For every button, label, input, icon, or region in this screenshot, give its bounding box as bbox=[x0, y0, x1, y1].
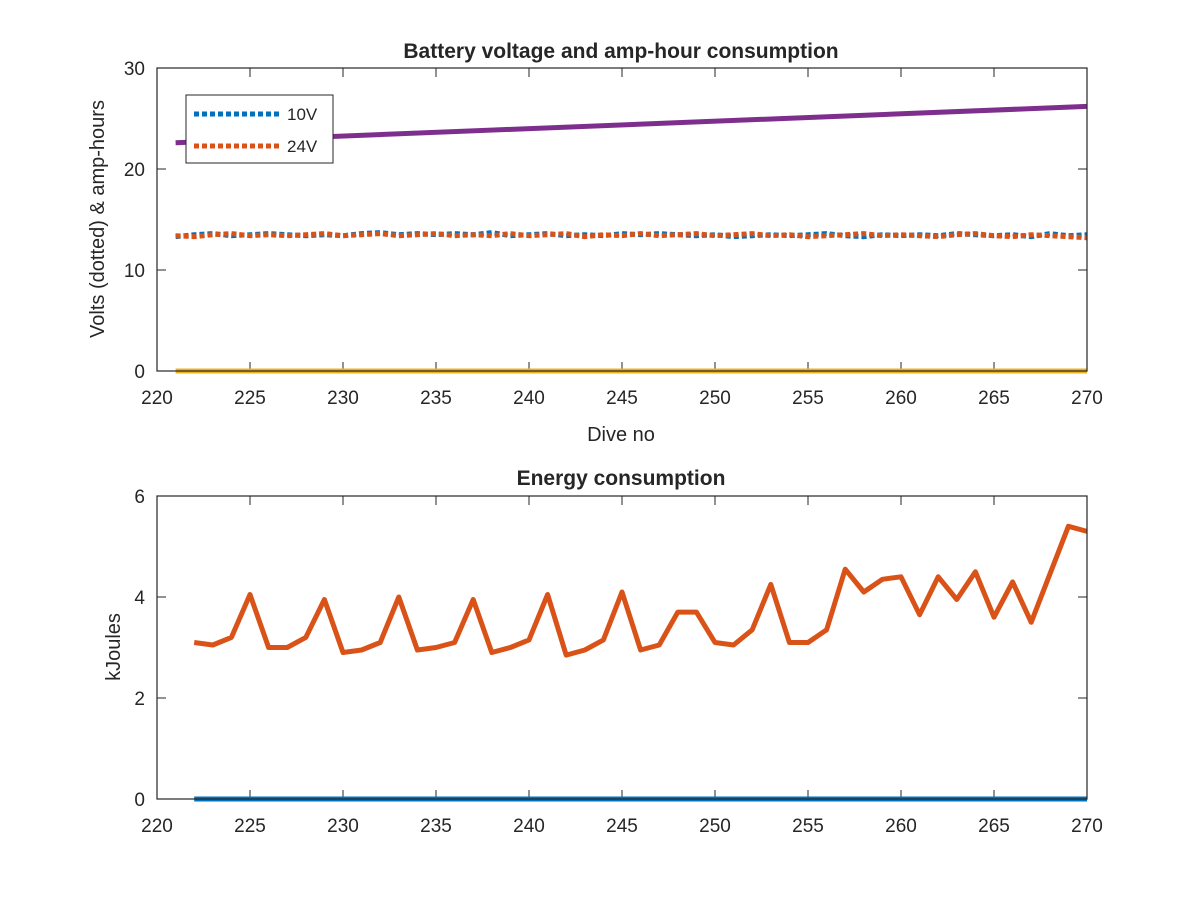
x-tick-label: 270 bbox=[1071, 816, 1103, 837]
x-tick-label: 245 bbox=[606, 816, 638, 837]
x-tick-label: 220 bbox=[141, 388, 173, 409]
voltage-chart-xlabel: Dive no bbox=[587, 424, 655, 446]
x-tick-label: 250 bbox=[699, 388, 731, 409]
x-tick-label: 255 bbox=[792, 816, 824, 837]
x-tick-label: 260 bbox=[885, 816, 917, 837]
x-tick-label: 225 bbox=[234, 388, 266, 409]
x-tick-label: 230 bbox=[327, 816, 359, 837]
y-tick-label: 0 bbox=[134, 362, 145, 383]
x-tick-label: 270 bbox=[1071, 388, 1103, 409]
y-tick-label: 20 bbox=[124, 160, 145, 181]
voltage-chart: Battery voltage and amp-hour consumption… bbox=[87, 40, 1103, 446]
y-tick-label: 2 bbox=[134, 689, 145, 710]
x-tick-label: 240 bbox=[513, 388, 545, 409]
y-tick-label: 0 bbox=[134, 790, 145, 811]
x-tick-label: 220 bbox=[141, 816, 173, 837]
energy-chart-ylabel: kJoules bbox=[103, 613, 125, 681]
voltage-chart-axes-box bbox=[156, 67, 1088, 372]
x-tick-label: 250 bbox=[699, 816, 731, 837]
x-tick-label: 240 bbox=[513, 816, 545, 837]
legend-box bbox=[185, 94, 334, 164]
x-tick-label: 235 bbox=[420, 816, 452, 837]
voltage-chart-title: Battery voltage and amp-hour consumption bbox=[403, 40, 838, 63]
legend-label-24v: 24V bbox=[287, 137, 318, 156]
y-tick-label: 10 bbox=[124, 261, 145, 282]
y-tick-label: 6 bbox=[134, 487, 145, 508]
voltage-chart-ylabel: Volts (dotted) & amp-hours bbox=[87, 100, 109, 338]
energy-chart-title: Energy consumption bbox=[517, 467, 726, 490]
series-line-24v bbox=[175, 231, 1088, 241]
x-tick-label: 230 bbox=[327, 388, 359, 409]
y-tick-label: 30 bbox=[124, 59, 145, 80]
legend-label-10v: 10V bbox=[287, 105, 318, 124]
x-tick-label: 245 bbox=[606, 388, 638, 409]
x-tick-label: 255 bbox=[792, 388, 824, 409]
x-tick-label: 265 bbox=[978, 388, 1010, 409]
energy-chart: Energy consumption 220 225 230 235 240 245 250… bbox=[103, 467, 1103, 837]
voltage-chart-ticks: 220 225 230 235 240 245 250 255 260 265 270 0 10 20 30 bbox=[124, 59, 1103, 409]
voltage-chart-legend: 10V 24V bbox=[185, 94, 334, 164]
energy-chart-axes-box bbox=[156, 495, 1088, 800]
x-tick-label: 265 bbox=[978, 816, 1010, 837]
y-tick-label: 4 bbox=[134, 588, 145, 609]
x-tick-label: 235 bbox=[420, 388, 452, 409]
x-tick-label: 260 bbox=[885, 388, 917, 409]
series-line-series-1 bbox=[193, 523, 1088, 658]
x-tick-label: 225 bbox=[234, 816, 266, 837]
